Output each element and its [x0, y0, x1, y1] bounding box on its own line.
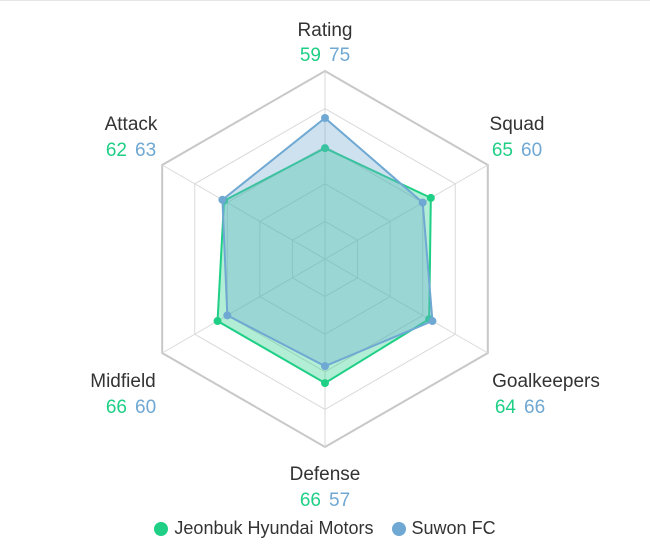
data-point-0-midfield [213, 317, 222, 326]
top-divider [0, 0, 650, 1]
value-suwon-defense: 57 [329, 490, 351, 511]
data-point-1-rating [321, 114, 329, 122]
legend-item-jeonbuk[interactable]: Jeonbuk Hyundai Motors [154, 518, 374, 539]
value-jeonbuk-defense: 66 [299, 490, 321, 511]
value-suwon-midfield: 60 [135, 397, 157, 418]
legend-dot-jeonbuk [154, 521, 169, 536]
value-jeonbuk-midfield: 66 [105, 397, 127, 418]
axis-label-goalkeepers: Goalkeepers [492, 371, 600, 392]
axis-values-defense: 66 57 [300, 490, 350, 512]
value-jeonbuk-attack: 62 [105, 140, 127, 161]
legend-label-jeonbuk: Jeonbuk Hyundai Motors [174, 518, 374, 538]
value-jeonbuk-goalkeepers: 64 [494, 397, 516, 418]
axis-label-defense: Defense [289, 464, 361, 485]
value-jeonbuk-squad: 65 [491, 140, 513, 161]
grid-spoke-4 [161, 258, 326, 354]
axis-values-rating: 59 75 [300, 45, 350, 67]
axis-label-squad: Squad [489, 114, 545, 135]
series-area-1 [221, 116, 434, 368]
value-suwon-attack: 63 [135, 140, 157, 161]
legend: Jeonbuk Hyundai Motors Suwon FC [0, 518, 650, 539]
legend-dot-suwon [391, 521, 406, 536]
axis-label-midfield: Midfield [90, 371, 156, 392]
data-point-1-midfield [223, 311, 232, 320]
grid-spoke-1 [324, 164, 489, 260]
axis-values-goalkeepers: 64 66 [495, 397, 545, 419]
data-point-0-defense [321, 379, 329, 388]
legend-label-suwon: Suwon FC [411, 518, 496, 538]
value-suwon-squad: 60 [521, 140, 543, 161]
legend-item-suwon[interactable]: Suwon FC [391, 518, 496, 539]
value-suwon-goalkeepers: 66 [524, 397, 546, 418]
axis-label-rating: Rating [297, 20, 353, 41]
axis-values-attack: 62 63 [106, 140, 156, 162]
axis-label-attack: Attack [104, 114, 158, 135]
data-point-1-attack [218, 195, 227, 204]
value-suwon-rating: 75 [329, 45, 351, 66]
axis-values-midfield: 66 60 [106, 397, 156, 419]
grid-spoke-2 [324, 258, 489, 354]
axis-values-squad: 65 60 [492, 140, 542, 162]
series-suwon [218, 114, 437, 371]
data-point-1-goalkeepers [428, 317, 437, 326]
grid-spoke-5 [161, 164, 326, 260]
data-point-0-squad [426, 193, 435, 202]
data-point-1-defense [321, 362, 329, 371]
data-point-0-rating [321, 144, 329, 153]
data-point-1-squad [418, 198, 427, 207]
value-jeonbuk-rating: 59 [299, 45, 321, 66]
